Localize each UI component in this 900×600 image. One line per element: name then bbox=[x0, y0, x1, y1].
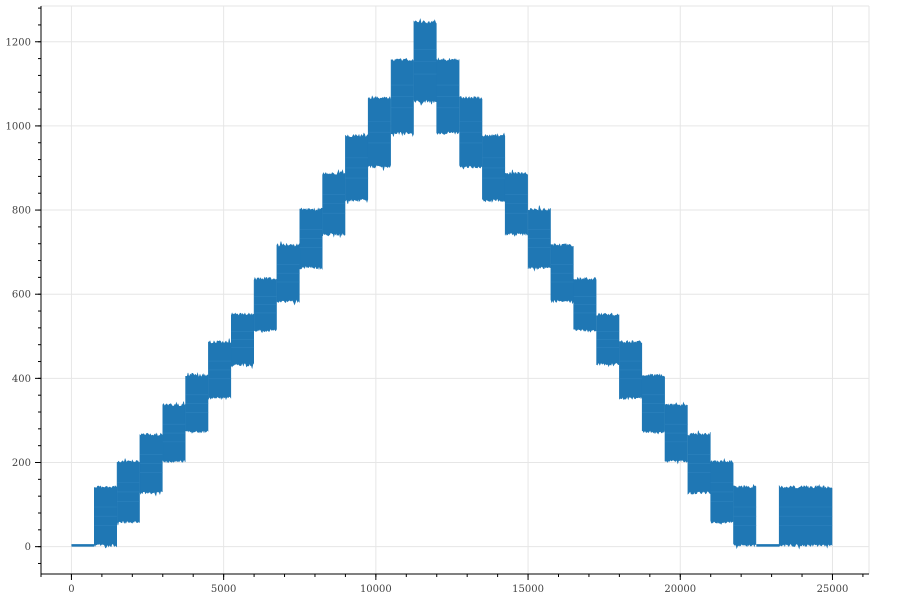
series-block bbox=[390, 57, 414, 137]
series-block bbox=[710, 458, 734, 525]
series-block bbox=[162, 401, 186, 463]
series-block bbox=[756, 544, 780, 547]
series-block bbox=[596, 312, 620, 368]
series-block bbox=[459, 96, 483, 170]
series-layer bbox=[71, 18, 833, 550]
series-block bbox=[208, 338, 232, 401]
y-tick-label: 200 bbox=[12, 458, 31, 469]
series-block bbox=[345, 132, 369, 204]
series-block bbox=[413, 18, 437, 106]
y-tick-label: 0 bbox=[25, 542, 31, 553]
series-block bbox=[482, 132, 506, 203]
x-tick-label: 0 bbox=[68, 584, 74, 595]
y-tick-label: 800 bbox=[12, 206, 31, 217]
series-block bbox=[504, 169, 528, 237]
series-line bbox=[71, 18, 833, 550]
series-block bbox=[687, 430, 711, 495]
series-block bbox=[527, 205, 551, 272]
series-block bbox=[139, 432, 163, 497]
x-tick-label: 20000 bbox=[664, 584, 696, 595]
series-block bbox=[94, 485, 117, 549]
series-block bbox=[641, 373, 665, 435]
series-block bbox=[367, 95, 391, 171]
x-tick-label: 5000 bbox=[211, 584, 236, 595]
y-tick-label: 400 bbox=[12, 374, 31, 385]
series-block bbox=[550, 243, 574, 305]
series-block bbox=[733, 483, 757, 550]
x-tick-label: 15000 bbox=[512, 584, 544, 595]
series-block bbox=[71, 544, 95, 547]
x-tick-label: 25000 bbox=[817, 584, 849, 595]
y-tick-label: 600 bbox=[12, 290, 31, 301]
y-tick-label: 1200 bbox=[6, 37, 31, 48]
y-tick-label: 1000 bbox=[6, 121, 31, 132]
series-block bbox=[778, 484, 833, 550]
axes: 0 5000 10000 15000 20000 25000 0 200 400 600 800 10… bbox=[6, 6, 869, 595]
x-tick-label: 10000 bbox=[360, 584, 392, 595]
series-block bbox=[231, 312, 254, 370]
series-block bbox=[185, 372, 209, 434]
